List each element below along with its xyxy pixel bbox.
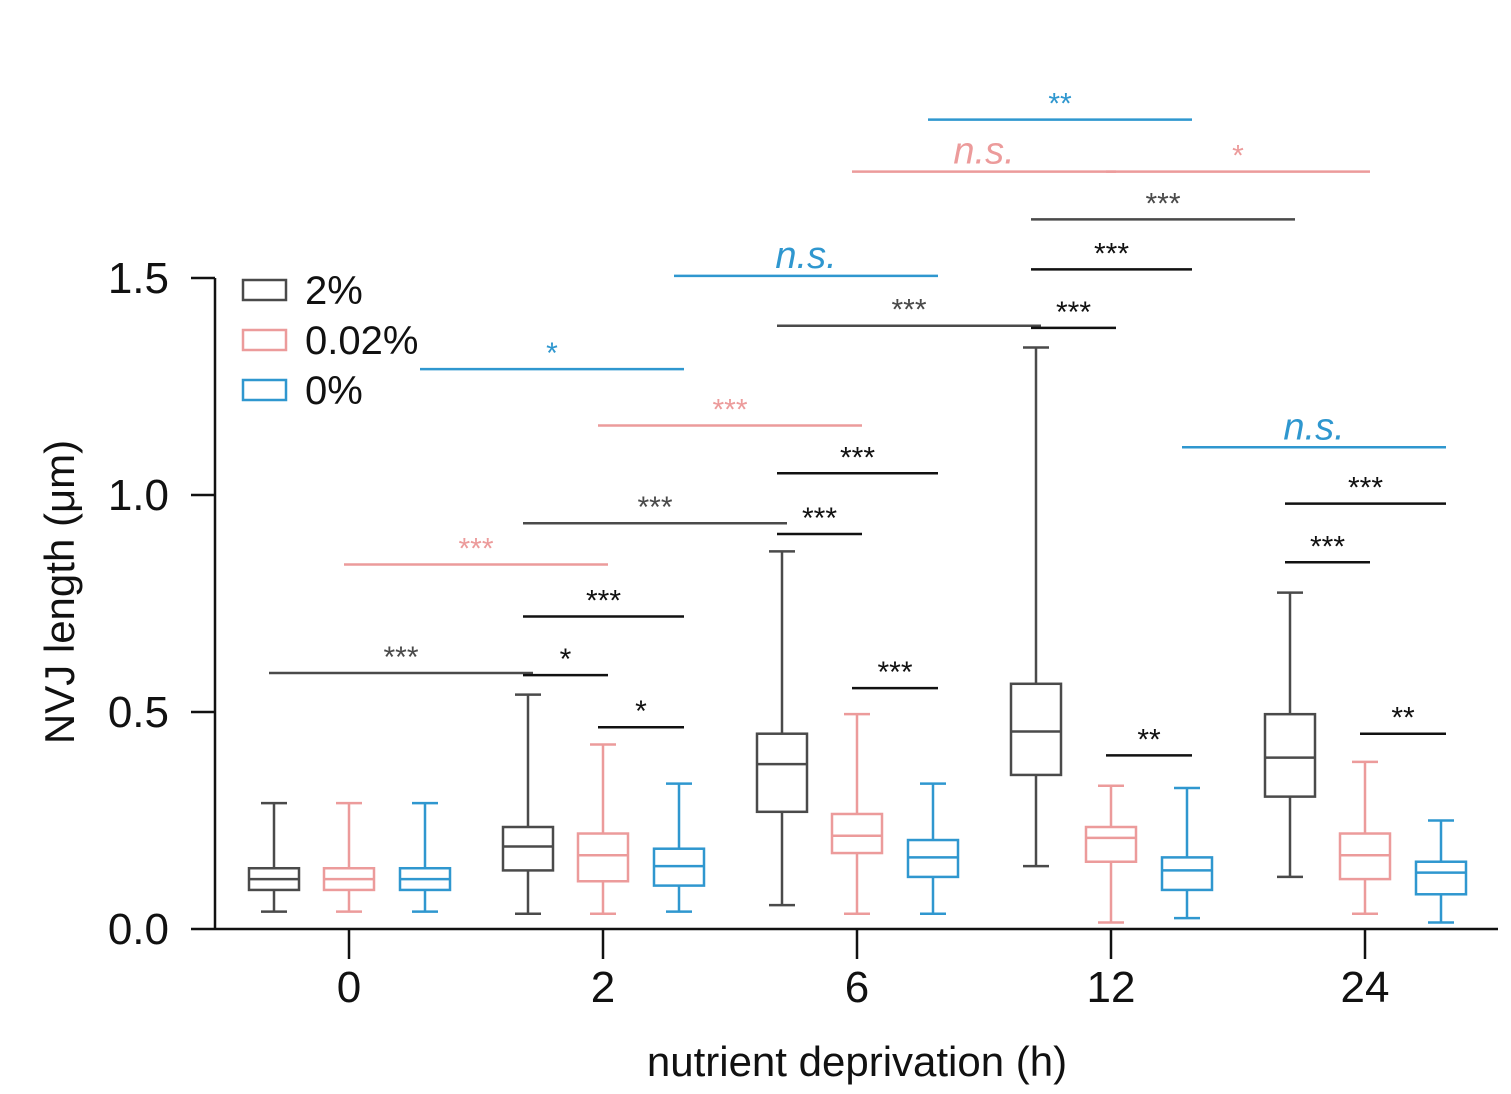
box-0.02%-6h xyxy=(830,712,884,916)
significance-bracket: * xyxy=(523,643,608,677)
significance-bracket: *** xyxy=(1031,296,1116,330)
x-ticks: 0 2 6 12 24 xyxy=(337,929,1390,1012)
x-tick-label: 6 xyxy=(845,963,869,1012)
box-0.02%-2h xyxy=(576,743,630,916)
significance-bracket: ** xyxy=(928,88,1192,121)
legend-swatch xyxy=(241,328,288,352)
significance-label: *** xyxy=(891,294,926,327)
significance-label: *** xyxy=(586,585,621,618)
y-tick-label: 0.0 xyxy=(108,905,169,954)
significance-bracket: ** xyxy=(1360,702,1446,735)
significance-bracket: *** xyxy=(1031,187,1295,221)
significance-bracket: *** xyxy=(777,502,862,536)
box-iqr xyxy=(1414,860,1468,896)
significance-bracket: n.s. xyxy=(852,131,1116,173)
significance-label: n.s. xyxy=(953,131,1014,173)
significance-bracket: *** xyxy=(1285,530,1370,564)
box-0.02%-0h xyxy=(322,801,376,913)
significance-label: *** xyxy=(1348,472,1383,505)
box-2%-6h xyxy=(755,550,809,907)
significance-label: * xyxy=(1232,140,1244,173)
significance-label: ** xyxy=(1137,723,1161,756)
significance-label: *** xyxy=(840,441,875,474)
box-0%-0h xyxy=(398,801,452,913)
box-0.02%-12h xyxy=(1084,784,1138,924)
legend: 2% 0.02% 0% xyxy=(241,269,418,413)
legend-entry: 0% xyxy=(241,369,363,413)
significance-bracket: *** xyxy=(777,294,1041,327)
box-iqr xyxy=(1009,682,1063,777)
significance-label: * xyxy=(546,337,558,370)
significance-bracket: *** xyxy=(523,585,684,618)
significance-bracket: *** xyxy=(269,641,533,675)
x-tick-label: 2 xyxy=(591,963,615,1012)
box-iqr xyxy=(830,812,884,855)
box-2%-12h xyxy=(1009,346,1063,868)
box-iqr xyxy=(1084,825,1138,863)
y-tick-label: 0.5 xyxy=(108,688,169,737)
significance-bracket: * xyxy=(420,337,684,371)
significance-bracket: *** xyxy=(852,656,938,690)
significance-label: *** xyxy=(877,656,912,689)
box-0%-2h xyxy=(652,782,706,913)
y-tick-label: 1.5 xyxy=(108,254,169,303)
box-plots xyxy=(247,346,1468,924)
significance-label: *** xyxy=(802,502,837,535)
box-iqr xyxy=(576,832,630,883)
legend-label: 0% xyxy=(305,369,363,413)
legend-label: 2% xyxy=(305,269,363,313)
x-axis-title: nutrient deprivation (h) xyxy=(647,1038,1067,1085)
significance-label: * xyxy=(635,695,647,728)
significance-label: ** xyxy=(1048,88,1072,121)
box-iqr xyxy=(1263,712,1317,798)
significance-bracket: *** xyxy=(1285,472,1446,505)
box-2%-2h xyxy=(501,693,555,916)
axes: 0.0 0.5 1.0 1.5 0 2 6 12 24 NVJ length (μm) nut… xyxy=(36,254,1498,1085)
legend-swatch xyxy=(241,378,288,402)
box-0%-6h xyxy=(906,782,960,916)
y-ticks: 0.0 0.5 1.0 1.5 xyxy=(108,254,215,954)
legend-label: 0.02% xyxy=(305,319,418,363)
significance-brackets: *** ***************************n.s.******… xyxy=(269,88,1446,757)
significance-label: * xyxy=(560,643,572,676)
box-0%-24h xyxy=(1414,819,1468,924)
significance-bracket: * xyxy=(598,695,684,729)
significance-label: *** xyxy=(458,532,493,565)
y-axis-title: NVJ length (μm) xyxy=(36,440,83,744)
box-2%-24h xyxy=(1263,591,1317,879)
significance-bracket: * xyxy=(1106,140,1370,173)
legend-swatch xyxy=(241,278,288,302)
significance-label: n.s. xyxy=(1283,406,1344,448)
box-0.02%-24h xyxy=(1338,760,1392,916)
significance-label: *** xyxy=(383,641,418,674)
significance-bracket: *** xyxy=(777,441,938,475)
significance-bracket: ** xyxy=(1106,723,1192,757)
significance-label: *** xyxy=(1056,296,1091,329)
box-0%-12h xyxy=(1160,786,1214,920)
y-tick-label: 1.0 xyxy=(108,471,169,520)
significance-bracket: n.s. xyxy=(1182,406,1446,449)
box-iqr xyxy=(755,732,809,814)
significance-bracket: *** xyxy=(1031,237,1192,271)
significance-label: *** xyxy=(1145,187,1180,220)
significance-bracket: *** xyxy=(344,532,608,566)
significance-label: ** xyxy=(1391,702,1415,735)
legend-entry: 0.02% xyxy=(241,319,418,363)
significance-label: *** xyxy=(712,394,747,427)
significance-bracket: *** xyxy=(523,491,787,525)
x-tick-label: 12 xyxy=(1087,963,1136,1012)
significance-bracket: *** xyxy=(598,394,862,427)
x-tick-label: 0 xyxy=(337,963,361,1012)
box-iqr xyxy=(1160,856,1214,892)
significance-label: *** xyxy=(1094,237,1129,270)
significance-label: n.s. xyxy=(775,235,836,277)
box-2%-0h xyxy=(247,801,301,913)
significance-label: *** xyxy=(1310,530,1345,563)
significance-label: *** xyxy=(637,491,672,524)
x-tick-label: 24 xyxy=(1341,963,1390,1012)
legend-entry: 2% xyxy=(241,269,363,313)
box-iqr xyxy=(501,825,555,872)
significance-bracket: n.s. xyxy=(674,235,938,278)
